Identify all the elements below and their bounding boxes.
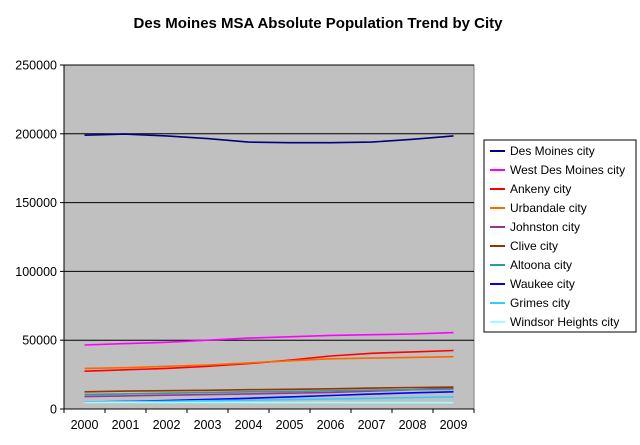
series-line-7 [84,388,454,396]
series-line-1 [84,133,454,144]
legend-label: Grimes city [510,296,570,310]
x-tick-label: 2001 [112,418,140,432]
gridlines [64,64,474,341]
series-line-6 [84,386,454,393]
y-tick-label: 50000 [22,334,57,348]
x-tick-label: 2002 [153,418,181,432]
chart-title: Des Moines MSA Absolute Population Trend… [134,15,504,32]
series-line-4 [84,355,454,370]
y-axis: 0 50000 100000 150000 200000 250000 [15,59,65,417]
legend-label: Waukee city [510,277,575,291]
series-line-2 [84,331,454,346]
y-tick-label: 100000 [15,265,57,279]
legend-box [483,139,637,333]
x-tick-label: 2009 [440,418,468,432]
legend-label: West Des Moines city [510,163,625,177]
x-tick-label: 2007 [358,418,386,432]
x-tick-label: 2008 [399,418,427,432]
y-tick-label: 150000 [15,196,57,210]
y-tick-label: 0 [50,403,57,417]
legend-label: Ankeny city [510,182,571,196]
series-line-9 [84,396,454,403]
x-tick-label: 2000 [71,418,99,432]
legend-label: Altoona city [510,258,572,272]
x-tick-label: 2004 [235,418,263,432]
legend-label: Des Moines city [510,144,595,158]
x-tick-label: 2006 [317,418,345,432]
x-axis: 2000 2001 2002 2003 2004 2005 2006 2007 2008 2009 [63,408,475,432]
series-lines [84,133,454,404]
legend-label: Johnston city [510,220,580,234]
x-tick-label: 2005 [276,418,304,432]
x-tick-label: 2003 [194,418,222,432]
y-tick-label: 250000 [15,59,57,73]
legend-label: Clive city [510,239,558,253]
y-tick-label: 200000 [15,127,57,141]
legend-label: Windsor Heights city [510,315,619,329]
legend-label: Urbandale city [510,201,587,215]
legend: Des Moines city West Des Moines city Anken… [483,139,637,333]
